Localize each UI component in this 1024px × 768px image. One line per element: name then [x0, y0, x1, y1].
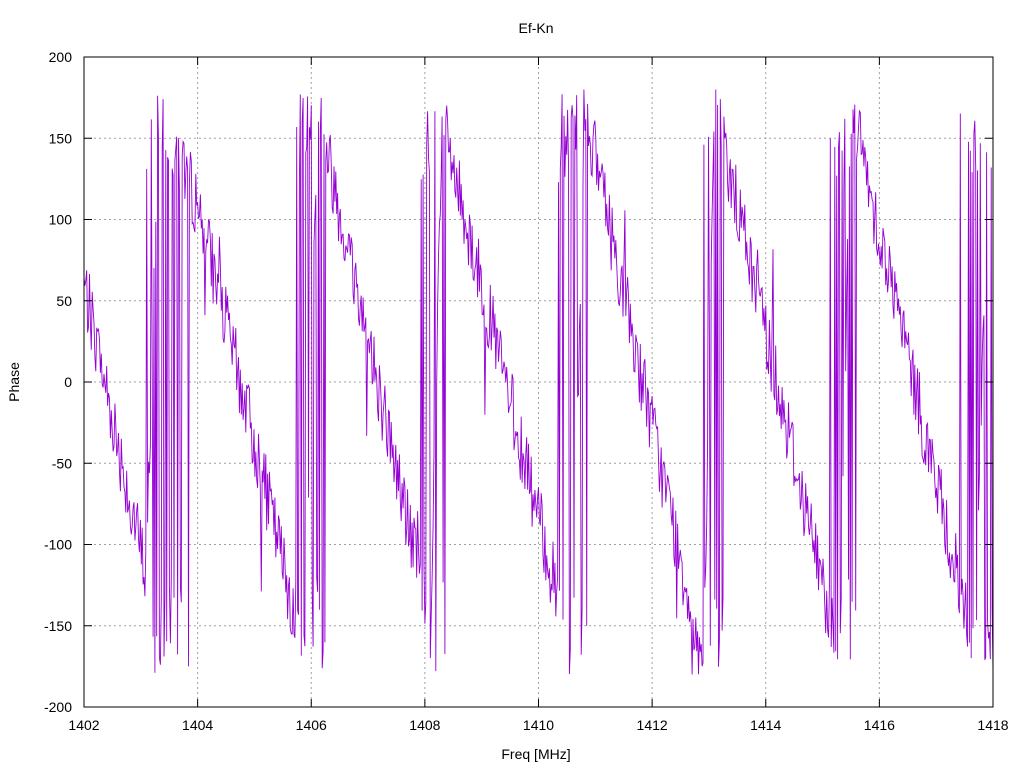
y-tick-label: 0: [64, 374, 72, 390]
y-tick-label: 200: [49, 49, 73, 65]
x-tick-label: 1412: [637, 717, 668, 733]
grid: [84, 57, 993, 707]
y-axis-label: Phase: [6, 362, 22, 402]
y-tick-label: 100: [49, 212, 73, 228]
x-tick-label: 1406: [296, 717, 327, 733]
series-layer: [83, 89, 994, 675]
chart-title: Ef-Kn: [518, 20, 553, 36]
x-tick-label: 1418: [977, 717, 1008, 733]
y-tick-label: -150: [44, 618, 72, 634]
x-tick-label: 1414: [750, 717, 781, 733]
y-tick-label: 50: [56, 293, 72, 309]
x-tick-label: 1410: [523, 717, 554, 733]
ticks: 1402 1404 1406 1408 1410 1412 1414 1416 1418 200 1…: [44, 49, 1009, 733]
y-tick-label: -100: [44, 537, 72, 553]
y-tick-label: -200: [44, 699, 72, 715]
x-tick-label: 1402: [68, 717, 99, 733]
x-tick-label: 1408: [409, 717, 440, 733]
y-tick-label: -50: [52, 455, 72, 471]
phase-series-line: [83, 89, 994, 675]
x-tick-label: 1404: [182, 717, 213, 733]
x-tick-label: 1416: [864, 717, 895, 733]
y-tick-label: 150: [49, 130, 73, 146]
x-axis-label: Freq [MHz]: [501, 746, 570, 762]
